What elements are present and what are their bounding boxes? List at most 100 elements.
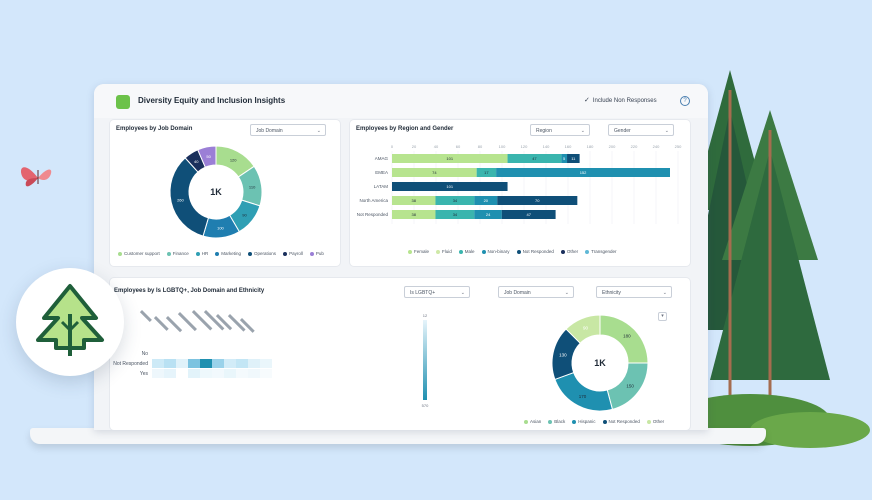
bar-segment[interactable] bbox=[507, 154, 562, 163]
legend-label: Operations bbox=[254, 251, 277, 256]
slice-value-label: 180 bbox=[623, 334, 631, 339]
legend-swatch bbox=[283, 251, 288, 256]
region-dropdown[interactable]: Region ⌄ bbox=[530, 124, 590, 136]
legend-swatch bbox=[309, 251, 314, 256]
bar-segment[interactable] bbox=[561, 154, 568, 163]
legend-item: Operations bbox=[248, 251, 276, 256]
bar-segment[interactable] bbox=[392, 154, 508, 163]
heatmap-cell[interactable] bbox=[236, 359, 248, 368]
heatmap-cell[interactable] bbox=[164, 349, 176, 358]
job-domain-dropdown-value: Job Domain bbox=[256, 128, 283, 134]
bar-segment[interactable] bbox=[496, 168, 670, 177]
bar-segment[interactable] bbox=[392, 182, 508, 191]
ethnicity-dropdown[interactable]: Ethnicity ⌄ bbox=[596, 286, 672, 298]
heatmap-cell[interactable] bbox=[260, 369, 272, 378]
heatmap-cell[interactable] bbox=[260, 349, 272, 358]
bar-segment[interactable] bbox=[392, 210, 436, 219]
job-domain-dropdown[interactable]: Job Domain ⌄ bbox=[250, 124, 326, 136]
column-header bbox=[191, 309, 213, 331]
x-tick-label: 240 bbox=[653, 144, 660, 149]
heatmap-cell[interactable] bbox=[224, 369, 236, 378]
heatmap-cell[interactable] bbox=[164, 359, 176, 368]
heatmap-cell[interactable] bbox=[152, 359, 164, 368]
help-icon[interactable]: ? bbox=[680, 96, 690, 106]
bar-segment[interactable] bbox=[435, 196, 475, 205]
lgbtq-dropdown[interactable]: Is LGBTQ+ ⌄ bbox=[404, 286, 470, 298]
heatmap-cell[interactable] bbox=[236, 369, 248, 378]
heatmap-row-label: No bbox=[142, 351, 149, 357]
heatmap-cell[interactable] bbox=[248, 369, 260, 378]
legend-label: Non-binary bbox=[487, 249, 510, 254]
heatmap-cell[interactable] bbox=[224, 349, 236, 358]
heatmap-cell[interactable] bbox=[152, 349, 164, 358]
heatmap-cell[interactable] bbox=[164, 369, 176, 378]
legend-swatch bbox=[215, 251, 220, 256]
heatmap-cell[interactable] bbox=[248, 359, 260, 368]
heatmap-cell[interactable] bbox=[176, 349, 188, 358]
x-tick-label: 0 bbox=[391, 144, 394, 149]
chevron-down-icon: ⌄ bbox=[564, 290, 569, 296]
slice-value-label: 260 bbox=[177, 198, 184, 203]
gender-dropdown-value: Gender bbox=[614, 128, 631, 134]
heatmap-cell[interactable] bbox=[212, 349, 224, 358]
heatmap-cell[interactable] bbox=[200, 369, 212, 378]
heatmap-cell[interactable] bbox=[212, 359, 224, 368]
slice-value-label: 40 bbox=[194, 159, 199, 164]
bar-value-label: 47 bbox=[526, 212, 531, 217]
bar-segment[interactable] bbox=[435, 210, 475, 219]
heatmap-cell[interactable] bbox=[200, 359, 212, 368]
heatmap-cell[interactable] bbox=[176, 359, 188, 368]
lgbtq-domain-dropdown[interactable]: Job Domain ⌄ bbox=[498, 286, 574, 298]
heatmap-cell[interactable] bbox=[176, 369, 188, 378]
heatmap-cell[interactable] bbox=[188, 349, 200, 358]
legend-item: Other bbox=[646, 419, 664, 424]
legend-item: Fluid bbox=[436, 249, 452, 254]
donut-slice[interactable] bbox=[554, 371, 614, 412]
heatmap-cell[interactable] bbox=[200, 349, 212, 358]
legend-label: HR bbox=[201, 251, 209, 256]
legend-swatch bbox=[524, 419, 528, 424]
x-tick-label: 80 bbox=[478, 144, 483, 149]
donut-slice[interactable] bbox=[565, 314, 601, 344]
slice-value-label: 170 bbox=[579, 394, 587, 399]
legend-label: Not Responded bbox=[522, 249, 554, 254]
bar-segment[interactable] bbox=[497, 196, 578, 205]
legend-item: Non-binary bbox=[481, 249, 510, 254]
region-dropdown-value: Region bbox=[536, 128, 552, 134]
app-title: Diversity Equity and Inclusion Insights bbox=[138, 96, 286, 105]
donut-slice[interactable] bbox=[197, 145, 217, 168]
x-tick-label: 20 bbox=[412, 144, 417, 149]
heatmap-cell[interactable] bbox=[152, 369, 164, 378]
heatmap-cell[interactable] bbox=[236, 349, 248, 358]
bar-value-label: 70 bbox=[535, 198, 540, 203]
color-scale-min: 570 bbox=[422, 403, 429, 408]
legend-swatch bbox=[248, 251, 253, 256]
bar-segment[interactable] bbox=[501, 210, 556, 219]
heatmap-row-label: Not Responded bbox=[113, 361, 148, 367]
bar-segment[interactable] bbox=[476, 168, 497, 177]
donut-slice[interactable] bbox=[599, 314, 649, 364]
legend-item: Pub bbox=[309, 251, 324, 256]
heatmap-cells bbox=[152, 349, 272, 378]
bar-segment[interactable] bbox=[392, 168, 477, 177]
bar-segment[interactable] bbox=[474, 210, 502, 219]
gender-dropdown[interactable]: Gender ⌄ bbox=[608, 124, 674, 136]
heatmap-cell[interactable] bbox=[188, 369, 200, 378]
bar-value-label: 74 bbox=[432, 170, 437, 175]
heatmap-cell[interactable] bbox=[248, 349, 260, 358]
x-tick-label: 40 bbox=[434, 144, 439, 149]
heatmap-cell[interactable] bbox=[212, 369, 224, 378]
butterfly-illustration bbox=[20, 167, 52, 187]
bar-value-label: 152 bbox=[580, 170, 587, 175]
bar-segment[interactable] bbox=[392, 196, 436, 205]
donut-slice[interactable] bbox=[169, 157, 210, 237]
more-options-icon[interactable]: ▾ bbox=[658, 312, 667, 321]
heatmap-cell[interactable] bbox=[224, 359, 236, 368]
bar-segment[interactable] bbox=[474, 196, 498, 205]
heatmap-cell[interactable] bbox=[260, 359, 272, 368]
legend-label: Other bbox=[566, 249, 579, 254]
heatmap-cell[interactable] bbox=[188, 359, 200, 368]
bar-segment[interactable] bbox=[567, 154, 580, 163]
include-non-responses-toggle[interactable]: ✓ Include Non Responses bbox=[584, 96, 657, 104]
x-tick-label: 160 bbox=[565, 144, 572, 149]
